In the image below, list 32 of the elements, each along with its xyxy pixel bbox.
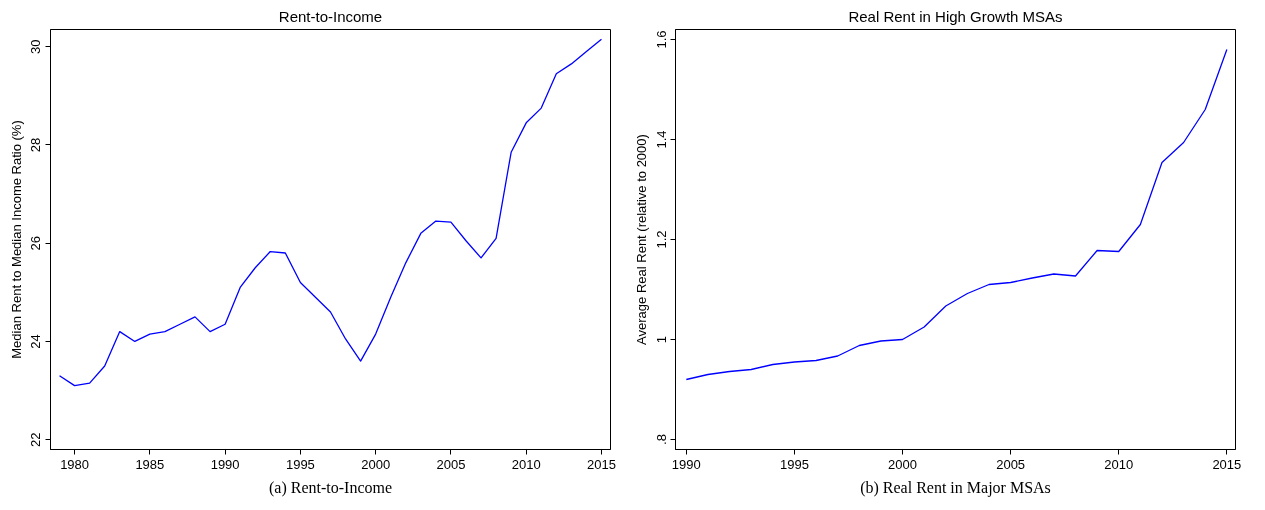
x-tick-label: 1990	[671, 456, 701, 472]
x-tick-label: 2015	[1212, 456, 1242, 472]
y-axis-title: Median Rent to Median Income Ratio (%)	[8, 120, 24, 359]
x-tick-label: 1995	[285, 456, 315, 472]
y-tick-label: 30	[28, 39, 44, 54]
y-tick-label: 1	[653, 335, 669, 344]
text: (a) Rent-to-Income	[268, 478, 393, 497]
x-tick-label: 2000	[888, 456, 917, 472]
x-tick-label: 2005	[996, 456, 1026, 472]
x-tick-label: 2010	[1104, 456, 1134, 472]
y-tick-label: .8	[653, 434, 669, 445]
y-tick-label: 1.6	[653, 30, 669, 49]
y-tick-label: 24	[28, 334, 44, 349]
line-series	[58, 38, 603, 387]
line-series	[685, 48, 1228, 381]
y-tick-label: 1.4	[653, 130, 669, 149]
y-tick-label: 1.2	[653, 230, 669, 249]
chart-title: Rent-to-Income	[278, 7, 383, 25]
x-tick-label: 2015	[587, 456, 616, 472]
y-tick-label: 26	[28, 235, 44, 251]
y-tick-label: 28	[28, 137, 44, 153]
x-tick-label: 2000	[361, 456, 391, 472]
x-tick-label: 1995	[779, 456, 809, 472]
x-tick-label: 2005	[436, 456, 466, 472]
x-tick-label: 2010	[511, 456, 541, 472]
x-tick-label: 1980	[60, 456, 90, 472]
y-axis-title: Average Real Rent (relative to 2000)	[633, 134, 649, 345]
y-tick-label: 22	[28, 432, 44, 447]
x-tick-label: 1990	[210, 456, 240, 472]
x-tick-label: 1985	[135, 456, 165, 472]
text: (b) Real Rent in Major MSAs	[860, 478, 1051, 497]
chart-title: Real Rent in High Growth MSAs	[848, 7, 1063, 25]
